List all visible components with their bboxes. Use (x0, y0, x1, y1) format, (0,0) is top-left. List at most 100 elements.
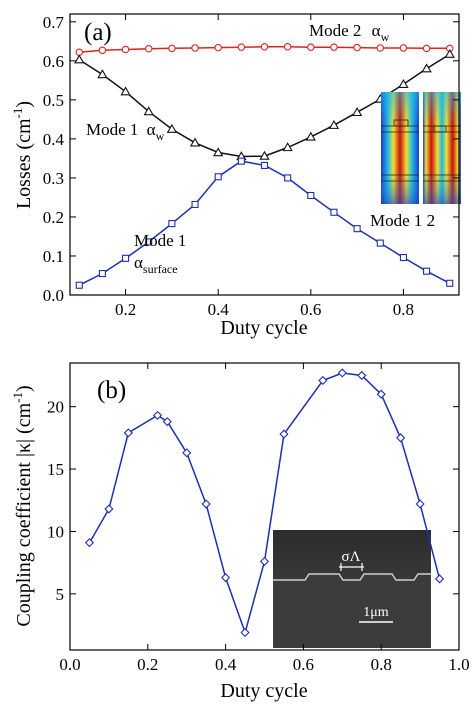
data-point-square (307, 191, 315, 200)
data-point-diamond (201, 499, 211, 509)
data-point-circle (214, 43, 222, 52)
data-point-square (423, 267, 431, 275)
data-point-diamond (434, 574, 445, 584)
data-point-triangle (143, 106, 154, 116)
data-point-circle (422, 44, 431, 53)
data-point-triangle (189, 137, 201, 147)
data-point-circle (168, 44, 176, 53)
panel-b-x-axis-label: Duty cycle (220, 680, 307, 702)
data-point-diamond (279, 429, 289, 439)
panel-a-label: (a) (84, 19, 112, 46)
panel-b-ticks: 0.0 0.2 0.4 0.6 0.8 1.0 5 10 15 20 (47, 363, 470, 674)
data-point-triangle (328, 119, 340, 129)
data-point-triangle (305, 131, 316, 141)
sem-grating-edge (273, 573, 431, 581)
data-point-square (98, 269, 106, 278)
panel-a-plot-frame (69, 13, 460, 296)
data-point-diamond (84, 538, 95, 548)
panel-a-ticks: 0.2 0.4 0.6 0.8 0.0 0.1 0.2 0.3 0.4 0.5 0.6 0.7 (43, 13, 459, 319)
data-point-circle (330, 43, 338, 51)
data-point-diamond (318, 375, 328, 386)
panel-a-y-axis-label: Losses (cm-1) (10, 101, 35, 209)
mode-2-label: Mode 2 αw (309, 21, 390, 44)
mode-1-surface-label-line1: Mode 1 (134, 231, 186, 250)
data-point-diamond (123, 428, 133, 438)
data-point-diamond (357, 370, 367, 381)
data-point-circle (98, 46, 107, 55)
data-point-diamond (221, 573, 231, 583)
panel-b-plot-frame (69, 362, 460, 651)
data-point-diamond (259, 556, 270, 566)
x-tick-label: 0.4 (208, 300, 230, 319)
y-tick-label: 5 (56, 585, 65, 604)
data-point-circle (307, 43, 315, 51)
y-tick-label: 0.0 (43, 286, 64, 305)
mode-profile-inset (381, 92, 461, 204)
x-tick-label: 0.2 (115, 300, 136, 319)
data-point-diamond (415, 499, 425, 509)
data-point-square (75, 281, 83, 289)
panel-a-marks (74, 43, 455, 289)
x-tick-label: 0.6 (300, 300, 321, 319)
y-tick-label: 0.7 (43, 13, 65, 32)
y-tick-label: 0.1 (43, 247, 64, 266)
x-tick-label: 0.8 (393, 300, 414, 319)
data-point-circle (237, 43, 246, 51)
data-point-square (284, 174, 292, 182)
mode-1-surface-label-line2: αsurface (134, 253, 178, 276)
data-point-square (376, 239, 384, 247)
data-point-triangle (166, 123, 178, 133)
data-point-square (168, 220, 176, 228)
panel-a-x-axis-label: Duty cycle (220, 317, 307, 339)
data-point-square (237, 157, 245, 165)
y-tick-label: 0.3 (43, 169, 64, 188)
data-point-square (399, 253, 407, 262)
y-tick-label: 10 (47, 522, 64, 541)
data-point-triangle (421, 63, 432, 73)
data-point-diamond (396, 433, 406, 443)
inset-mode-labels: Mode 1 2 (370, 211, 435, 230)
data-point-diamond (162, 417, 172, 427)
data-point-diamond (376, 389, 386, 399)
data-point-diamond (337, 368, 347, 378)
data-point-circle (376, 44, 385, 52)
data-point-triangle (120, 86, 131, 96)
data-point-circle (353, 43, 361, 52)
mode-2-field-fade (423, 92, 461, 204)
x-tick-label: 0.4 (215, 655, 237, 674)
data-point-circle (283, 43, 292, 51)
data-point-circle (144, 44, 153, 53)
data-point-square (446, 279, 454, 287)
data-point-square (191, 200, 199, 209)
data-point-diamond (182, 448, 192, 458)
y-tick-label: 0.4 (43, 130, 65, 149)
sigma-lambda-label: σΛ (342, 549, 361, 565)
data-point-triangle (259, 150, 270, 160)
data-point-triangle (97, 69, 108, 79)
mode-1-field-fade (381, 92, 419, 204)
data-point-square (260, 161, 269, 169)
data-point-triangle (398, 78, 409, 88)
panel-b: σΛ 1μm 0.0 0.2 0.4 0.6 0.8 1.0 5 10 15 20 (b) Dut… (10, 362, 470, 702)
x-tick-label: 0.6 (293, 655, 314, 674)
y-tick-label: 15 (47, 460, 64, 479)
data-point-circle (191, 44, 199, 52)
data-point-triangle (282, 142, 293, 152)
y-tick-label: 0.6 (43, 52, 64, 71)
data-point-square (353, 225, 361, 233)
x-tick-label: 1.0 (448, 655, 469, 674)
y-tick-label: 20 (47, 398, 64, 417)
data-point-triangle (74, 54, 85, 64)
data-point-circle (260, 43, 269, 51)
data-point-triangle (444, 48, 455, 58)
x-tick-label: 0.8 (371, 655, 392, 674)
scale-bar-label: 1μm (363, 605, 389, 620)
y-tick-label: 0.2 (43, 208, 64, 227)
panel-b-label: (b) (97, 377, 126, 404)
data-point-circle (121, 45, 130, 54)
data-point-square (330, 208, 338, 216)
data-point-triangle (351, 107, 363, 117)
panel-b-y-axis-label: Coupling coefficient |κ| (cm-1) (10, 385, 35, 626)
data-point-circle (399, 44, 408, 52)
